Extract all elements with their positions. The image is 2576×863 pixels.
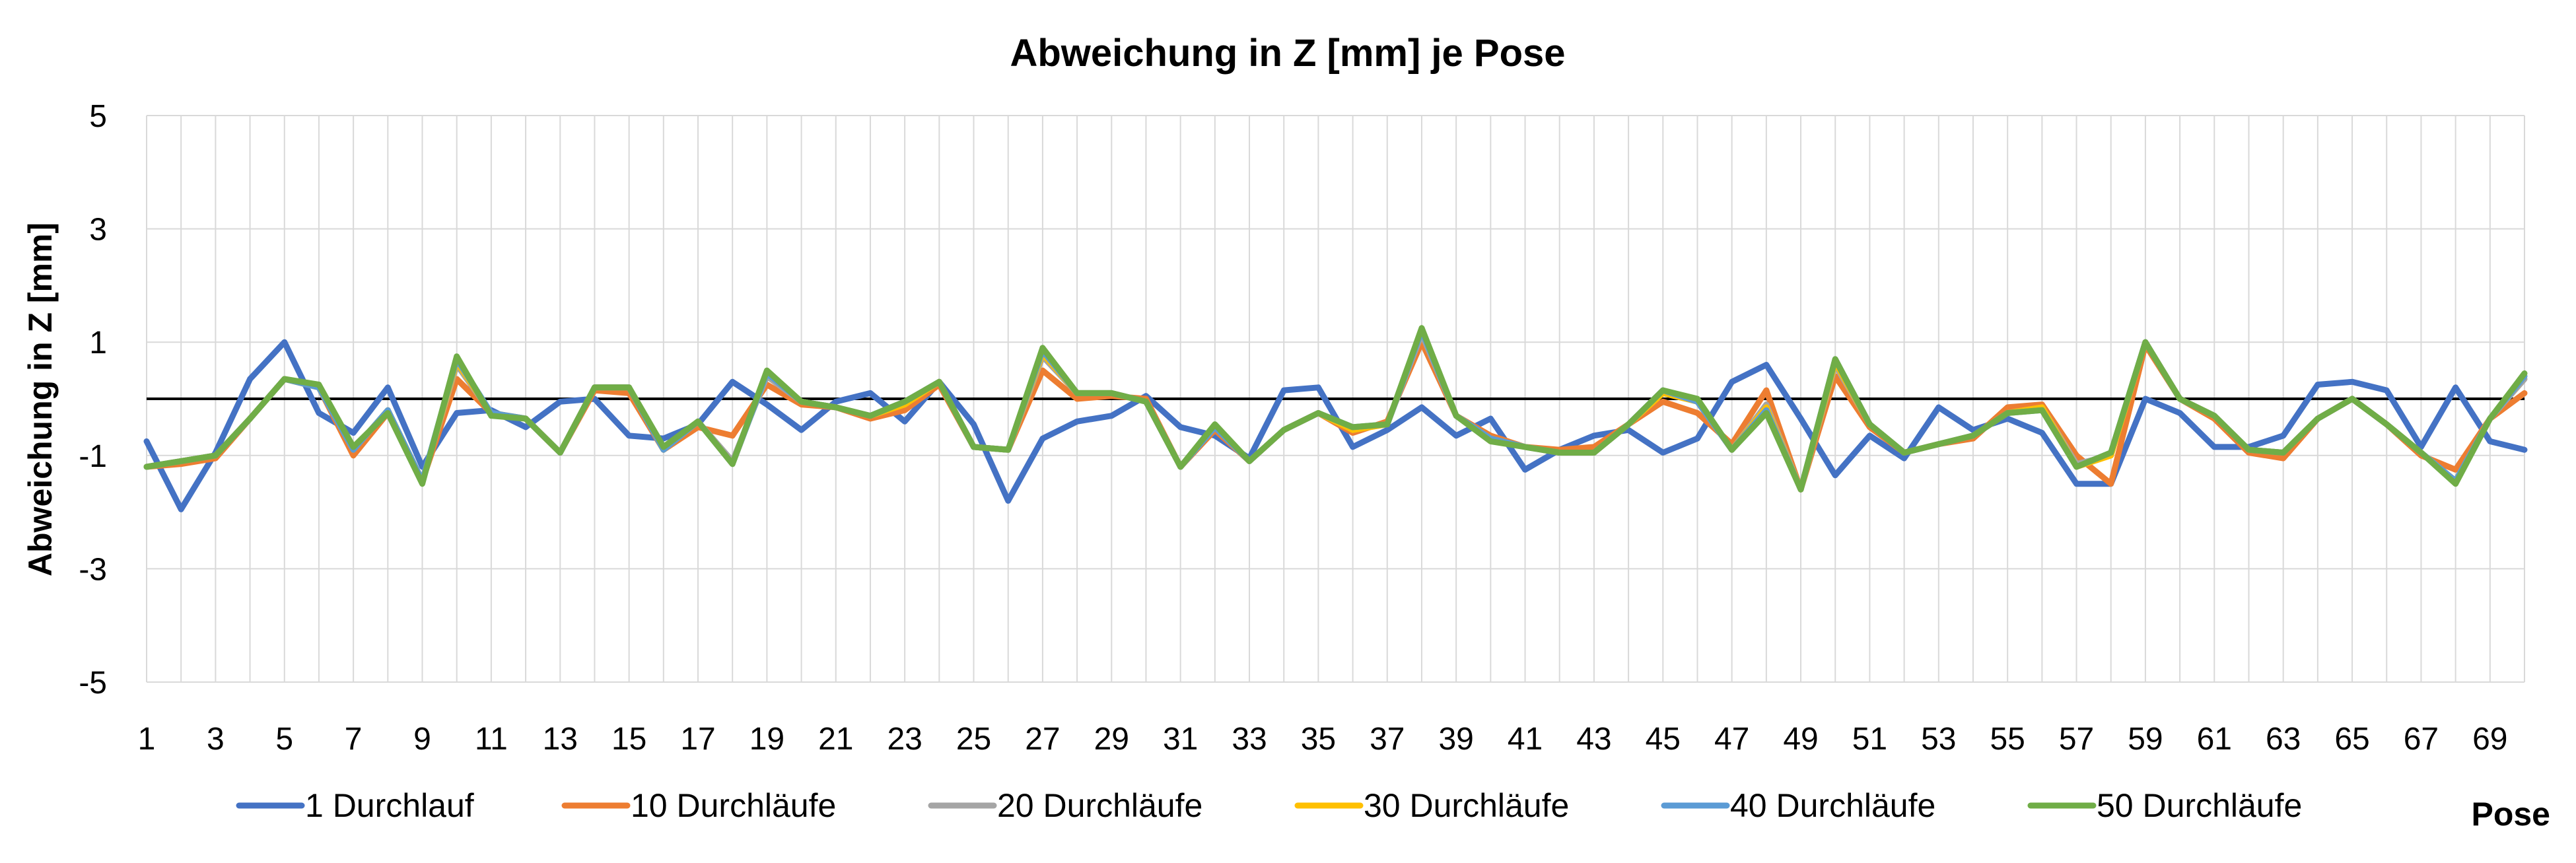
x-axis-ticks: 1 3 5 7 9 11 13 15 17 19 21 23 25 27 29 31 33 35 37 39 41 43 4… <box>138 722 2508 757</box>
x-tick-label: 45 <box>1646 722 1681 757</box>
y-tick-label: -3 <box>79 552 107 587</box>
x-tick-label: 41 <box>1508 722 1543 757</box>
grid <box>146 115 2525 683</box>
x-tick-label: 59 <box>2128 722 2163 757</box>
x-tick-label: 9 <box>413 722 431 757</box>
x-tick-label: 31 <box>1163 722 1198 757</box>
x-tick-label: 69 <box>2472 722 2507 757</box>
x-tick-label: 37 <box>1370 722 1405 757</box>
x-axis-label: Pose <box>2471 796 2550 833</box>
x-tick-label: 19 <box>749 722 784 757</box>
y-tick-label: 5 <box>89 99 107 134</box>
legend-label: 50 Durchläufe <box>2097 787 2302 824</box>
x-tick-label: 35 <box>1301 722 1336 757</box>
y-axis-label: Abweichung in Z [mm] <box>22 223 59 576</box>
x-tick-label: 1 <box>138 722 156 757</box>
x-tick-label: 17 <box>680 722 715 757</box>
x-tick-label: 3 <box>207 722 225 757</box>
legend-label: 40 Durchläufe <box>1730 787 1935 824</box>
legend-label: 10 Durchläufe <box>631 787 836 824</box>
chart-title: Abweichung in Z [mm] je Pose <box>1010 32 1565 75</box>
series-line <box>143 325 2528 493</box>
x-tick-label: 57 <box>2059 722 2094 757</box>
x-tick-label: 23 <box>887 722 922 757</box>
x-tick-label: 51 <box>1852 722 1887 757</box>
x-tick-label: 61 <box>2197 722 2232 757</box>
legend-label: 20 Durchläufe <box>997 787 1202 824</box>
y-tick-label: -1 <box>79 439 107 474</box>
legend-label: 1 Durchlauf <box>305 787 474 824</box>
x-tick-label: 15 <box>611 722 646 757</box>
legend-label: 30 Durchläufe <box>1364 787 1569 824</box>
x-tick-label: 49 <box>1783 722 1818 757</box>
x-tick-label: 7 <box>345 722 363 757</box>
x-tick-label: 47 <box>1714 722 1749 757</box>
x-tick-label: 53 <box>1921 722 1956 757</box>
x-tick-label: 11 <box>475 722 508 757</box>
x-tick-label: 65 <box>2334 722 2369 757</box>
x-tick-label: 67 <box>2404 722 2439 757</box>
y-tick-label: 3 <box>89 213 107 248</box>
x-tick-label: 25 <box>956 722 991 757</box>
x-tick-label: 21 <box>818 722 853 757</box>
series-lines <box>143 325 2528 512</box>
x-tick-label: 27 <box>1025 722 1060 757</box>
x-tick-label: 63 <box>2266 722 2301 757</box>
x-tick-label: 5 <box>275 722 293 757</box>
x-tick-label: 43 <box>1576 722 1611 757</box>
legend: 1 Durchlauf 10 Durchläufe 20 Durchläufe 30 … <box>236 787 2302 824</box>
y-axis-ticks: 5 3 1 -1 -3 -5 <box>79 99 107 701</box>
y-tick-label: -5 <box>79 666 107 701</box>
x-tick-label: 39 <box>1438 722 1473 757</box>
x-tick-label: 33 <box>1232 722 1267 757</box>
y-tick-label: 1 <box>89 326 107 361</box>
x-tick-label: 13 <box>543 722 578 757</box>
x-tick-label: 55 <box>1990 722 2025 757</box>
x-tick-label: 29 <box>1094 722 1129 757</box>
